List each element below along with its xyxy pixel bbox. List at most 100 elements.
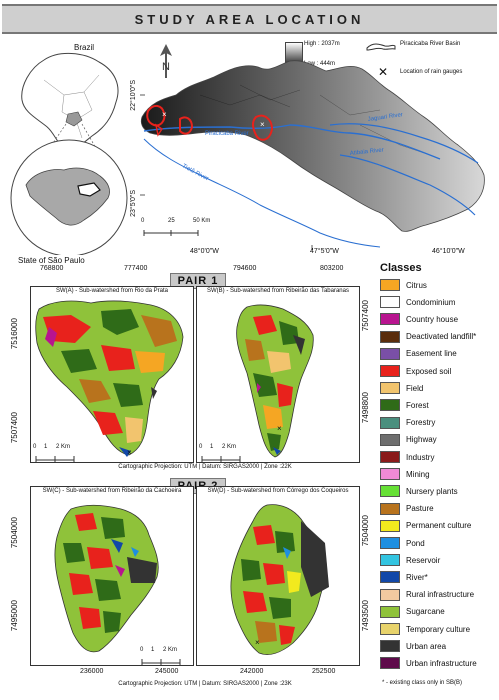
river-label-tiete: Tietê River xyxy=(181,163,209,182)
legend-label: River* xyxy=(406,572,428,582)
legend-swatch xyxy=(380,433,400,446)
legend-label: Condominium xyxy=(406,297,456,307)
pair2-scale-c xyxy=(141,659,181,665)
pair2-scale-2: 2 Km xyxy=(163,647,178,653)
sw-a-title: SW(A) - Sub-watershed from Rio da Prata xyxy=(55,288,169,294)
svg-text:×: × xyxy=(277,424,282,433)
pair1-scale-b-2: 2 Km xyxy=(222,444,237,450)
legend-swatch xyxy=(380,279,400,291)
sw-c-outline xyxy=(252,114,274,141)
legend-item: Mining xyxy=(380,468,430,481)
legend-label: Industry xyxy=(406,452,435,462)
gauge-legend-label: Location of rain gauges xyxy=(400,69,463,75)
sw-d-title: SW(D) - Sub-watershed from Córrego dos C… xyxy=(207,488,349,494)
legend-swatch xyxy=(380,605,400,618)
legend-swatch xyxy=(380,330,400,343)
legend-label: Reservoir xyxy=(406,555,441,565)
elevation-low: Low : 444m xyxy=(304,61,336,67)
pair2-y-d-1: 7493500 xyxy=(361,600,370,632)
legend-label: Easement line xyxy=(406,349,457,359)
title-bar: STUDY AREA LOCATION xyxy=(2,4,497,34)
legend-swatch xyxy=(380,451,400,463)
legend-label: Country house xyxy=(406,314,459,324)
legend-item: Country house xyxy=(380,313,459,326)
legend-label: Forest xyxy=(406,400,429,410)
legend-item: Rural infrastructure xyxy=(380,588,474,601)
main-scale-50: 50 Km xyxy=(193,218,211,224)
legend-label: Field xyxy=(406,383,424,393)
legend-swatch xyxy=(380,640,400,653)
classes-legend: Citrus Condominium Country house Deactivate… xyxy=(380,279,495,674)
legend-item: Forestry xyxy=(380,416,436,429)
brazil-label: Brazil xyxy=(74,43,95,52)
pair2-x-c-1: 245000 xyxy=(155,668,179,675)
legend-item: Pasture xyxy=(380,502,434,515)
sao-paulo-small xyxy=(65,111,83,127)
main-scale-0: 0 xyxy=(141,218,145,224)
legend-item: Forest xyxy=(380,399,429,412)
pair2-scale-0: 0 xyxy=(140,647,144,653)
legend-item: Urban area xyxy=(380,640,446,653)
sao-paulo-state xyxy=(25,167,110,226)
pair1-x-a-1: 777400 xyxy=(124,265,148,272)
sw-c-title: SW(C) - Sub-watershed from Ribeirão da C… xyxy=(42,488,182,494)
atibaia-river xyxy=(339,154,476,216)
pair1-projection: Cartographic Projection: UTM | Datum: SI… xyxy=(118,464,292,470)
svg-text:N: N xyxy=(162,61,170,73)
legend-item: Temporary culture xyxy=(380,623,470,635)
legend-item: Field xyxy=(380,382,424,395)
main-scale-bar xyxy=(143,230,199,236)
legend-label: Exposed soil xyxy=(406,366,452,376)
pair1-scale-b-0: 0 xyxy=(199,444,203,450)
legend-label: Urban infrastructure xyxy=(406,658,477,668)
legend-swatch xyxy=(380,623,400,635)
pair1-scale-a xyxy=(35,456,75,462)
pair1-x-b-1: 803200 xyxy=(320,265,344,272)
pair1-scale-0: 0 xyxy=(33,444,37,450)
piracicaba-basin xyxy=(140,60,485,232)
pair1-y-b-0: 7507400 xyxy=(361,300,370,332)
legend-item: Citrus xyxy=(380,279,427,291)
legend-swatch xyxy=(380,588,400,601)
legend-label: Pond xyxy=(406,538,425,548)
state-label: State of São Paulo xyxy=(18,256,85,265)
legend-item: Reservoir xyxy=(380,554,441,567)
legend-swatch xyxy=(380,313,400,326)
legend-swatch xyxy=(380,554,400,567)
river-label-piracicaba: Piracicaba River xyxy=(205,131,249,137)
pair1-y-b-1: 7498800 xyxy=(361,392,370,424)
legend-swatch xyxy=(380,502,400,515)
legend-label: Forestry xyxy=(406,418,436,428)
legend-label: Permanent culture xyxy=(406,521,472,531)
legend-label: Mining xyxy=(406,469,430,479)
legend-label: Citrus xyxy=(406,280,427,290)
legend-label: Pasture xyxy=(406,504,434,514)
pair1-scale-1: 1 xyxy=(44,444,48,450)
sw-b-outline xyxy=(179,116,194,135)
basin-symbol-icon xyxy=(366,43,396,51)
legend-item: Easement line xyxy=(380,347,457,360)
panel-sw-a: SW(A) - Sub-watershed from Rio da Prata … xyxy=(30,286,194,463)
legend-swatch xyxy=(380,485,400,498)
legend-item: Condominium xyxy=(380,296,456,309)
pair2-x-c-0: 236000 xyxy=(80,668,104,675)
pair1-x-b-0: 794600 xyxy=(233,265,257,272)
panel-sw-c: SW(C) - Sub-watershed from Ribeirão da C… xyxy=(30,486,194,666)
page-title: STUDY AREA LOCATION xyxy=(134,11,365,27)
pair2-y-c-0: 7504000 xyxy=(10,517,19,549)
legend-swatch xyxy=(380,382,400,395)
legend-item: Highway xyxy=(380,433,437,446)
pair2-projection: Cartographic Projection: UTM | Datum: SI… xyxy=(118,681,292,687)
legend-label: Highway xyxy=(406,435,437,445)
legend-swatch xyxy=(380,571,400,584)
pair2-y-c-1: 7495000 xyxy=(10,600,19,632)
legend-swatch xyxy=(380,296,400,309)
legend-item: Urban infrastructure xyxy=(380,657,477,670)
legend-swatch xyxy=(380,347,400,360)
legend-item: Permanent culture xyxy=(380,519,472,532)
pair1-label: PAIR 1 xyxy=(177,275,219,287)
river-label-atibaia: Atibaia River xyxy=(350,147,384,157)
pair2-x-d-0: 242000 xyxy=(240,668,264,675)
legend-item: Deactivated landfill* xyxy=(380,330,476,343)
legend-item: Industry xyxy=(380,451,434,463)
